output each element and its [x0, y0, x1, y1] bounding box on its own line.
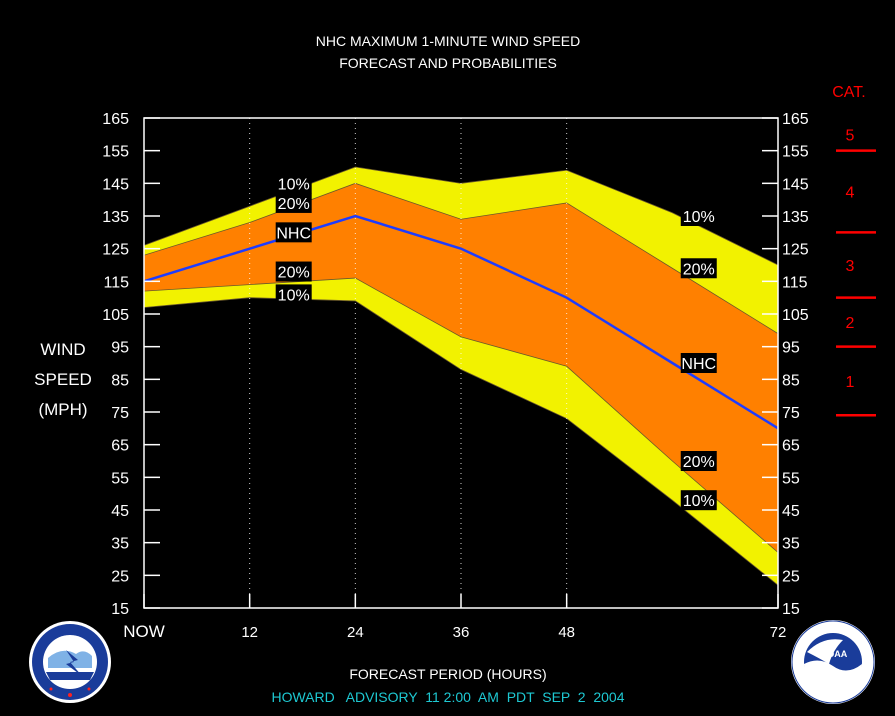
- ytick-label-left-15: 15: [111, 601, 129, 618]
- category-label-2: 2: [846, 315, 855, 332]
- xtick-label-36: 36: [453, 624, 470, 641]
- ytick-label-right-105: 105: [782, 307, 809, 324]
- ytick-label-right-115: 115: [782, 274, 808, 291]
- ytick-label-left-35: 35: [111, 536, 129, 553]
- band-label-6: 20%: [683, 261, 715, 278]
- band-label-bg-5: [680, 206, 717, 226]
- ytick-label-right-145: 145: [782, 176, 809, 193]
- band-label-bg-7: [680, 353, 717, 373]
- band-label-bg-3: [275, 261, 312, 282]
- chart-subtitle: FORECAST AND PROBABILITIES: [339, 55, 557, 71]
- ytick-label-right-125: 125: [782, 242, 809, 259]
- edge-lower20: [143, 277, 779, 553]
- ylabel-line-2: SPEED: [34, 370, 92, 389]
- band-label-3: 20%: [278, 265, 310, 282]
- x-axis-ticks: NOW 12 24 36 48 72: [123, 594, 786, 641]
- ytick-label-left-55: 55: [111, 470, 129, 487]
- xtick-label-24: 24: [347, 624, 364, 641]
- ytick-label-right-135: 135: [782, 209, 809, 226]
- ylabel-line-3: (MPH): [38, 400, 87, 419]
- ytick-label-left-155: 155: [102, 144, 129, 161]
- nhc-line: [143, 214, 779, 430]
- ytick-label-left-165: 165: [102, 111, 129, 128]
- ytick-label-left-45: 45: [111, 503, 129, 520]
- xtick-label-12: 12: [241, 624, 258, 641]
- ytick-label-left-125: 125: [102, 242, 129, 259]
- ytick-label-right-15: 15: [782, 601, 800, 618]
- probability-bands: [143, 166, 779, 586]
- ytick-label-right-155: 155: [782, 144, 809, 161]
- ytick-label-right-45: 45: [782, 503, 800, 520]
- band-label-bg-0: [275, 173, 312, 194]
- ytick-label-right-85: 85: [782, 372, 800, 389]
- ytick-label-left-95: 95: [111, 340, 129, 357]
- band-label-5: 10%: [683, 209, 715, 226]
- category-label-5: 5: [846, 127, 855, 144]
- edge-upper20: [143, 182, 779, 334]
- chart-title: NHC MAXIMUM 1-MINUTE WIND SPEED: [316, 33, 580, 49]
- category-header: CAT.: [832, 84, 865, 101]
- band-label-bg-8: [680, 451, 717, 471]
- ytick-label-left-115: 115: [103, 274, 129, 291]
- band-label-8: 20%: [683, 454, 715, 471]
- band-label-bg-1: [275, 192, 312, 213]
- category-label-3: 3: [846, 258, 855, 275]
- nws-logo-icon: [29, 621, 111, 703]
- ylabel-line-1: WIND: [40, 340, 85, 359]
- noaa-logo-icon: NOAA: [791, 620, 875, 704]
- ytick-label-left-65: 65: [111, 438, 129, 455]
- ytick-label-right-55: 55: [782, 470, 800, 487]
- y-axis-ticks: 15 15 25 25 35 35 45 45 55 55 65 65 75 75 85 85 95 95 105 1…: [102, 111, 809, 618]
- ytick-label-left-135: 135: [102, 209, 129, 226]
- ytick-label-right-35: 35: [782, 536, 800, 553]
- ytick-label-left-145: 145: [102, 176, 129, 193]
- band-label-bg-6: [680, 258, 717, 279]
- ytick-label-right-25: 25: [782, 568, 800, 585]
- band-label-7: NHC: [681, 356, 716, 373]
- band-label-4: 10%: [278, 287, 310, 304]
- advisory-text: HOWARD ADVISORY 11 2:00 AM PDT SEP 2 200…: [271, 689, 624, 705]
- ytick-label-left-105: 105: [102, 307, 129, 324]
- xtick-label-72: 72: [770, 624, 787, 641]
- band-label-bg-4: [275, 284, 312, 305]
- category-label-4: 4: [846, 185, 855, 202]
- band-label-bg-9: [680, 490, 717, 511]
- xtick-label-48: 48: [558, 624, 575, 641]
- band-labels: 10% 20% NHC 20% 10% 10% 20% NHC 20% 10%: [275, 173, 717, 511]
- category-label-1: 1: [846, 374, 855, 391]
- ytick-label-left-25: 25: [111, 568, 129, 585]
- gridlines: [249, 118, 568, 608]
- ytick-label-left-85: 85: [111, 372, 129, 389]
- edge-lower10: [143, 297, 779, 586]
- band-label-2: NHC: [276, 225, 311, 242]
- noaa-logo-text: NOAA: [821, 649, 848, 659]
- xtick-label-NOW: NOW: [123, 622, 165, 641]
- band-label-0: 10%: [278, 176, 310, 193]
- ytick-label-right-95: 95: [782, 340, 800, 357]
- nhc-forecast-line: [143, 214, 779, 430]
- band-label-9: 10%: [683, 493, 715, 510]
- ytick-label-left-75: 75: [111, 405, 129, 422]
- saffir-simpson-categories: 5 4 3 2 1: [836, 127, 876, 417]
- band-label-1: 20%: [278, 196, 310, 213]
- x-axis-label: FORECAST PERIOD (HOURS): [349, 666, 546, 682]
- ytick-label-right-75: 75: [782, 405, 800, 422]
- band-label-bg-2: [275, 222, 312, 243]
- ytick-label-right-65: 65: [782, 438, 800, 455]
- ytick-label-right-165: 165: [782, 111, 809, 128]
